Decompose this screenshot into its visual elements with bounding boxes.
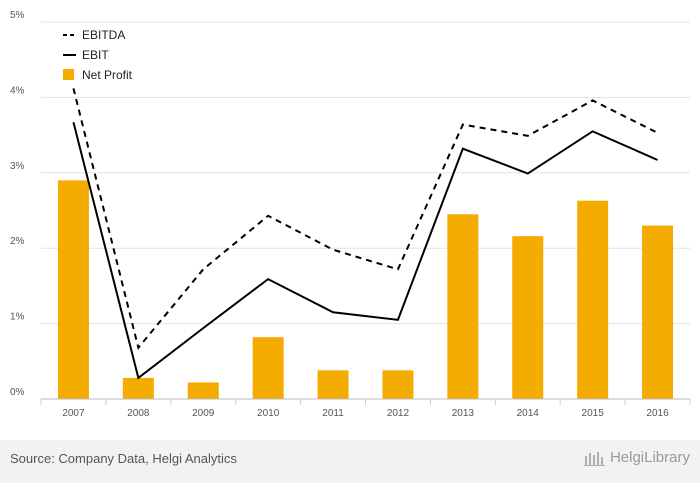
chart: 0% 1% 2% 3% 4% 5% 2007 2008 2009 2010 2011 2012 2013… — [10, 10, 691, 419]
axes: 0% 1% 2% 3% 4% 5% 2007 2008 2009 2010 2011 2012 2013… — [10, 10, 691, 419]
legend-net-profit-swatch — [63, 69, 74, 80]
bar-net-profit — [642, 225, 674, 399]
y-tick-label: 3% — [10, 161, 25, 172]
lines — [72, 88, 658, 380]
bars — [57, 180, 674, 399]
bar-net-profit — [122, 377, 154, 399]
x-tick-label: 2010 — [257, 408, 280, 419]
y-tick-label: 0% — [10, 387, 25, 398]
brand-logo: HelgiLibrary — [583, 449, 690, 466]
legend-ebit-label: EBIT — [82, 48, 109, 62]
source-note: Source: Company Data, Helgi Analytics — [10, 451, 237, 466]
y-tick-label: 4% — [10, 85, 25, 96]
y-tick-label: 5% — [10, 10, 25, 21]
legend-net-profit-label: Net Profit — [82, 68, 133, 82]
y-tick-label: 2% — [10, 236, 25, 247]
bar-net-profit — [187, 382, 219, 399]
line-ebit — [72, 122, 658, 380]
x-tick-label: 2011 — [322, 408, 344, 419]
bar-net-profit — [577, 200, 609, 399]
x-tick-label: 2013 — [452, 408, 475, 419]
x-tick-label: 2007 — [62, 408, 85, 419]
line-ebitda — [72, 88, 658, 350]
library-icon — [583, 451, 605, 466]
x-tick-label: 2014 — [517, 408, 540, 419]
x-tick-label: 2012 — [387, 408, 410, 419]
footer — [0, 440, 700, 483]
brand-name: HelgiLibrary — [609, 449, 690, 466]
bar-net-profit — [57, 180, 89, 399]
legend: EBITDA EBIT Net Profit — [63, 28, 133, 82]
legend-ebitda-label: EBITDA — [82, 28, 125, 42]
x-tick-label: 2008 — [127, 408, 150, 419]
bar-net-profit — [382, 370, 414, 399]
bar-net-profit — [317, 370, 349, 399]
bar-net-profit — [447, 214, 479, 399]
bar-net-profit — [512, 236, 544, 399]
x-tick-label: 2016 — [646, 408, 669, 419]
x-tick-label: 2015 — [582, 408, 605, 419]
x-tick-label: 2009 — [192, 408, 215, 419]
bar-net-profit — [252, 337, 284, 399]
y-tick-label: 1% — [10, 312, 25, 323]
